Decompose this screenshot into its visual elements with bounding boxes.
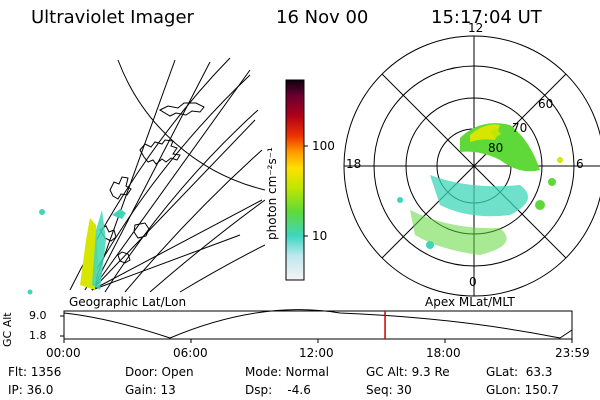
orbit-altitude-curve [63, 309, 573, 339]
polar-plot [343, 35, 600, 297]
mlt-label-6: 6 [576, 157, 584, 171]
orbit-xtick-2: 12:00 [299, 346, 334, 360]
lat-label-70: 70 [512, 121, 528, 135]
orbit-ylabel: GC Alt [1, 312, 14, 347]
colorbar-unit-label: photon cm⁻²s⁻¹ [265, 147, 279, 240]
left-aurora-emission [27, 209, 126, 295]
status-gain: Gain: 13 [125, 383, 176, 397]
orbit-x-ticks [63, 339, 573, 343]
status-glon: GLon: 150.7 [486, 383, 559, 397]
colorbar-label-10: 10 [312, 229, 328, 243]
lat-label-80: 80 [488, 141, 504, 155]
status-glat: GLat: 63.3 [486, 365, 553, 379]
orbit-xtick-3: 18:00 [426, 346, 461, 360]
polar-aurora-emission [397, 123, 563, 255]
orbit-ytick-high: 9.0 [29, 309, 47, 322]
colorbar [285, 79, 305, 281]
lat-label-60: 60 [538, 97, 554, 111]
left-panel-caption: Geographic Lat/Lon [69, 295, 187, 309]
status-door: Door: Open [125, 365, 194, 379]
image-time: 15:17:04 UT [431, 7, 542, 28]
orbit-xtick-1: 06:00 [173, 346, 208, 360]
right-panel-caption: Apex MLat/MLT [425, 295, 515, 309]
orbit-xtick-0: 00:00 [46, 346, 81, 360]
status-mode: Mode: Normal [245, 365, 329, 379]
status-gc-alt: GC Alt: 9.3 Re [366, 365, 450, 379]
orbit-plot-frame [63, 310, 573, 340]
status-ip: IP: 36.0 [8, 383, 54, 397]
status-flight: Flt: 1356 [8, 365, 62, 379]
mlt-label-18: 18 [346, 157, 362, 171]
mlt-label-12: 12 [468, 21, 484, 35]
orbit-xtick-4: 23:59 [555, 346, 590, 360]
status-dsp: Dsp: -4.6 [245, 383, 311, 397]
mlt-label-0: 0 [469, 275, 477, 289]
orbit-ytick-low: 1.8 [29, 329, 47, 342]
colorbar-label-100: 100 [312, 139, 335, 153]
instrument-title: Ultraviolet Imager [31, 7, 194, 28]
image-date: 16 Nov 00 [276, 7, 369, 28]
status-seq: Seq: 30 [366, 383, 412, 397]
limb-arc [117, 59, 266, 191]
